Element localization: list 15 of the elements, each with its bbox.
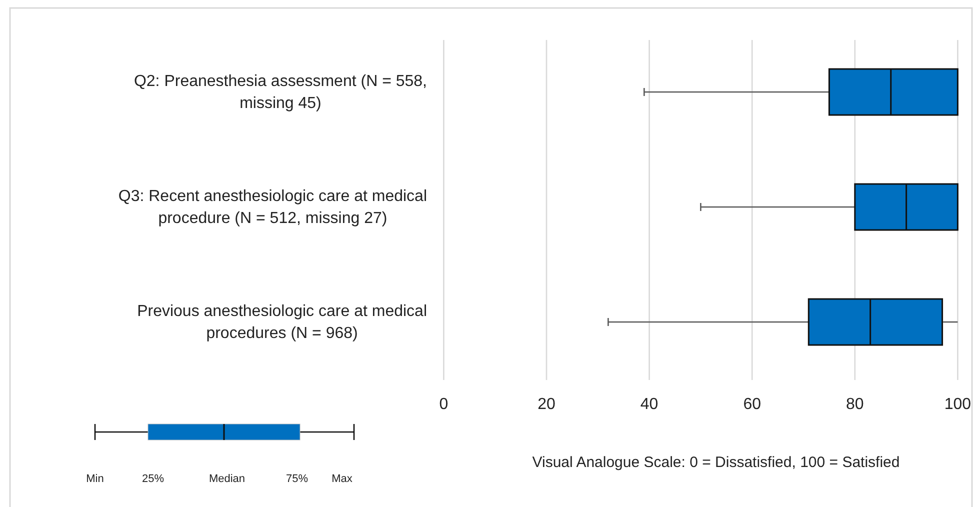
x-tick-label: 20: [538, 396, 556, 413]
x-tick-label: 60: [743, 396, 762, 413]
text: Min: [86, 473, 104, 485]
x-tick-label: 40: [640, 396, 658, 413]
y-tick-label: Q3: Recent anesthesiologic care at medical procedure (N = 512, missing 27): [118, 188, 427, 227]
x-axis-title: Visual Analogue Scale: 0 = Dissatisfied, 100 = Satisfied: [532, 454, 900, 471]
text: Max: [332, 473, 353, 485]
y-tick-label: Q2: Preanesthesia assessment (N = 558, missing 45): [134, 73, 428, 112]
x-tick-label: 80: [846, 396, 864, 413]
text: 25%: [142, 473, 164, 485]
text: 75%: [286, 473, 308, 485]
text: Median: [208, 473, 246, 485]
x-tick-label: 100: [944, 396, 972, 413]
y-tick-label: Previous anesthesiologic care at medical procedures (N = 968): [137, 303, 428, 342]
x-tick-label: 0: [439, 396, 448, 413]
